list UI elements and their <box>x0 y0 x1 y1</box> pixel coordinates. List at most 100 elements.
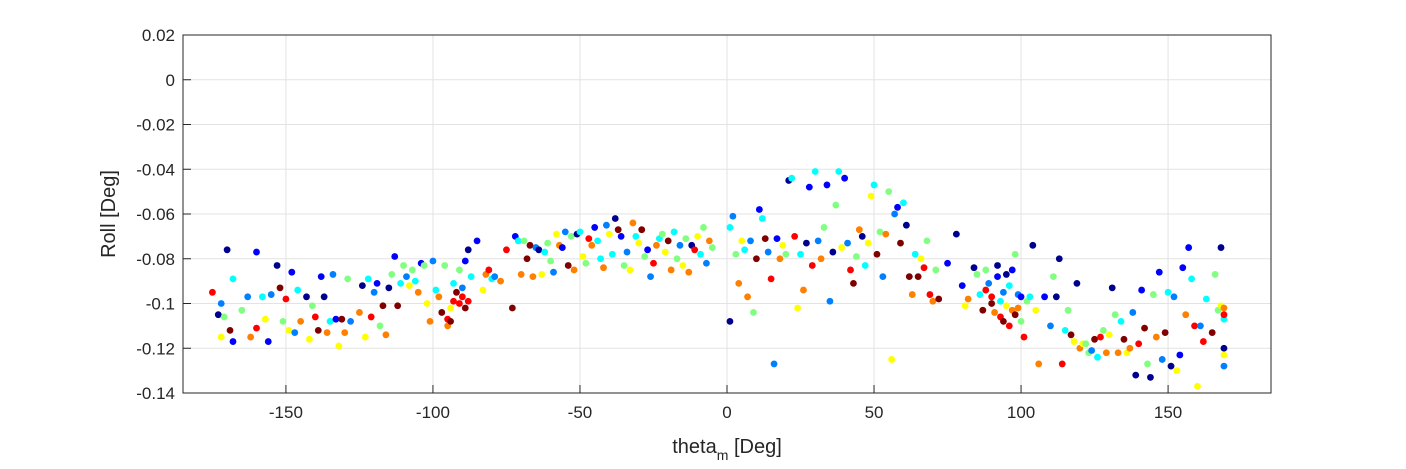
data-point <box>626 266 634 274</box>
data-point <box>314 326 322 334</box>
data-point <box>358 282 366 289</box>
data-point <box>432 286 440 294</box>
data-point <box>411 277 419 285</box>
data-point <box>1188 275 1196 283</box>
data-point <box>864 239 872 247</box>
data-point <box>661 248 669 256</box>
data-point <box>1120 335 1128 343</box>
data-point <box>541 248 549 256</box>
data-point <box>447 318 454 325</box>
data-point <box>647 273 654 281</box>
data-point <box>970 264 978 272</box>
data-point <box>394 302 402 310</box>
data-point <box>226 326 234 334</box>
data-point <box>491 273 499 281</box>
data-point <box>808 262 816 269</box>
data-point <box>770 360 778 368</box>
data-point <box>1155 268 1163 276</box>
data-point <box>344 275 352 283</box>
grid-lines <box>183 34 1271 394</box>
data-point <box>1102 349 1110 357</box>
data-point <box>1073 279 1081 287</box>
data-point <box>294 286 302 294</box>
data-point <box>1088 347 1096 354</box>
data-point <box>879 273 887 281</box>
x-tick-label: -100 <box>416 403 450 422</box>
data-point <box>902 221 910 229</box>
data-point <box>997 297 1004 305</box>
data-point <box>703 259 710 267</box>
data-point <box>638 226 646 234</box>
data-point <box>426 318 434 325</box>
data-point <box>514 237 522 245</box>
data-point <box>453 288 460 296</box>
data-point <box>217 333 225 341</box>
data-point <box>764 248 772 256</box>
data-point <box>517 271 525 278</box>
data-point <box>1052 293 1060 301</box>
data-point <box>1005 282 1013 289</box>
data-point <box>538 271 546 278</box>
data-point <box>914 273 922 281</box>
data-point <box>1158 356 1166 363</box>
data-point <box>570 266 578 274</box>
data-point <box>1135 340 1143 348</box>
data-point <box>282 295 290 303</box>
data-point <box>605 230 613 238</box>
data-point <box>1017 293 1025 301</box>
data-point <box>297 318 305 325</box>
data-point <box>758 215 766 222</box>
x-tick-label: 0 <box>722 403 731 422</box>
data-point <box>244 293 252 301</box>
data-point <box>641 253 649 260</box>
data-point <box>553 230 560 238</box>
data-point <box>829 248 837 256</box>
data-point <box>920 264 928 272</box>
data-point <box>385 284 393 292</box>
data-point <box>473 237 481 245</box>
data-point <box>685 268 693 276</box>
data-point <box>1185 244 1193 251</box>
data-point <box>1070 338 1078 345</box>
data-point <box>414 288 422 296</box>
data-point <box>1132 371 1140 379</box>
data-point <box>458 293 466 301</box>
data-point <box>356 309 363 316</box>
data-point <box>291 329 299 336</box>
data-point <box>708 244 716 251</box>
data-point <box>670 228 678 236</box>
data-point <box>1064 306 1072 314</box>
data-point <box>911 250 919 258</box>
data-point <box>503 246 510 254</box>
data-point <box>367 313 375 321</box>
data-point <box>700 224 707 231</box>
data-point <box>1220 344 1228 352</box>
data-point <box>1067 331 1075 339</box>
data-point <box>832 201 840 209</box>
data-point <box>988 293 996 301</box>
data-point <box>797 250 804 258</box>
data-point <box>1082 340 1090 348</box>
data-point <box>632 232 640 240</box>
data-point <box>1050 273 1057 281</box>
data-point <box>617 232 625 240</box>
data-point <box>1029 241 1037 249</box>
data-point <box>1005 322 1013 330</box>
data-point <box>279 318 287 325</box>
data-point <box>991 309 998 316</box>
x-tick-label: -150 <box>269 403 303 422</box>
x-axis-label: thetam [Deg] <box>672 436 782 463</box>
data-point <box>629 219 637 227</box>
data-point <box>682 235 690 243</box>
data-point <box>585 235 593 243</box>
data-point <box>779 241 787 249</box>
data-point <box>594 237 602 245</box>
data-point <box>976 291 984 298</box>
data-point <box>450 279 457 287</box>
data-point <box>591 224 599 231</box>
data-point <box>1058 360 1066 368</box>
data-point <box>882 230 890 238</box>
data-point <box>461 304 469 312</box>
data-point <box>1099 326 1107 334</box>
data-point <box>338 315 346 323</box>
